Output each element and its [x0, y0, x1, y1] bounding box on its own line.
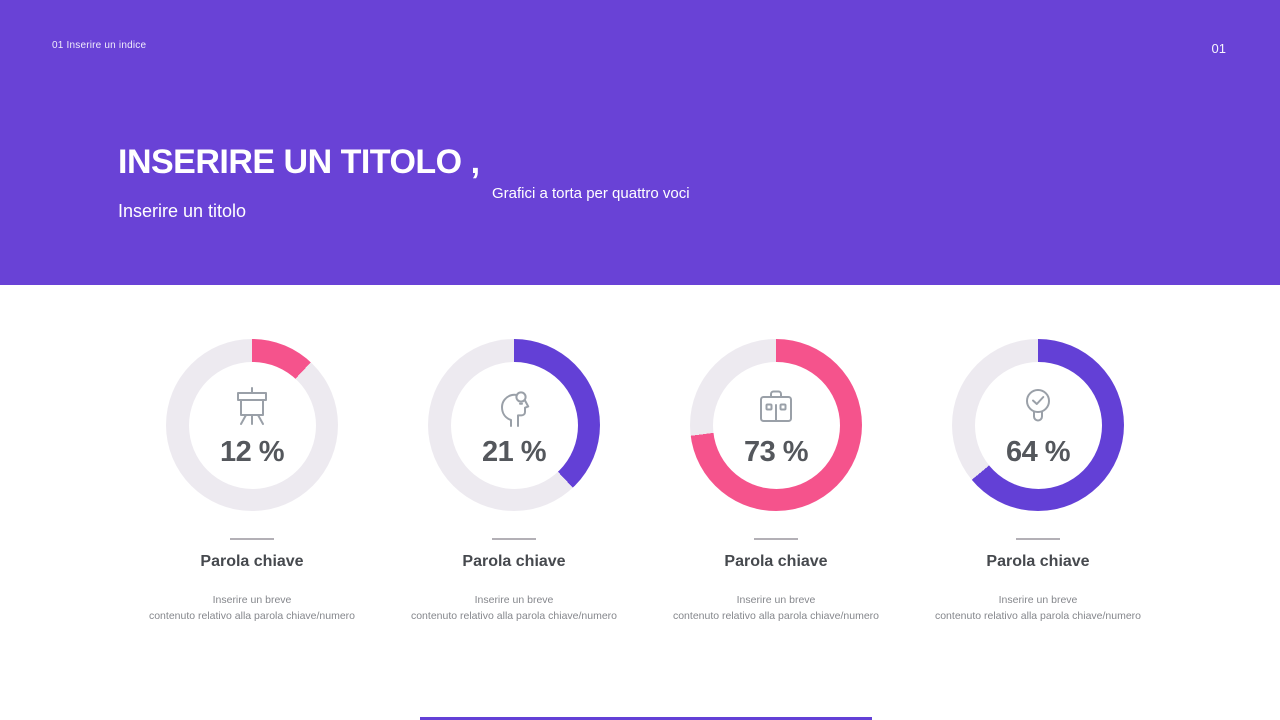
keyword-description: Inserire un breve contenuto relativo all… — [149, 592, 355, 624]
description-line-2: contenuto relativo alla parola chiave/nu… — [934, 610, 1142, 622]
slide-index-label: 01 Inserire un indice — [52, 40, 147, 51]
description-line-1: Inserire un breve — [474, 594, 554, 606]
divider — [754, 538, 798, 540]
presentation-board-icon — [228, 382, 276, 432]
donut-hole: 12 % — [188, 361, 316, 489]
donut-card: 21 % Parola chiave Inserire un breve con… — [383, 339, 645, 624]
divider — [1016, 538, 1060, 540]
description-line-2: contenuto relativo alla parola chiave/nu… — [410, 610, 618, 622]
donut-chart-1: 12 % — [166, 339, 338, 511]
percent-value: 64 % — [1005, 435, 1071, 468]
bottom-accent-bar — [420, 717, 872, 720]
briefcase-icon — [752, 382, 800, 432]
donut-hole: 21 % — [450, 361, 578, 489]
donut-chart-2: 21 % — [428, 339, 600, 511]
donut-card: 64 % Parola chiave Inserire un breve con… — [907, 339, 1169, 624]
percent-value: 73 % — [743, 435, 809, 468]
keyword-description: Inserire un breve contenuto relativo all… — [935, 592, 1141, 624]
divider — [230, 538, 274, 540]
keyword-label: Parola chiave — [986, 553, 1090, 570]
donut-card: 73 % Parola chiave Inserire un breve con… — [645, 339, 907, 624]
donut-hole: 73 % — [712, 361, 840, 489]
keyword-label: Parola chiave — [462, 553, 566, 570]
keyword-description: Inserire un breve contenuto relativo all… — [673, 592, 879, 624]
slide-title: INSERIRE UN TITOLO , — [118, 143, 480, 181]
donut-hole: 64 % — [974, 361, 1102, 489]
lightbulb-check-icon — [1014, 382, 1062, 432]
slide-header: 01 Inserire un indice 01 INSERIRE UN TIT… — [0, 0, 1280, 285]
description-line-1: Inserire un breve — [212, 594, 292, 606]
donut-card: 12 % Parola chiave Inserire un breve con… — [121, 339, 383, 624]
donut-chart-4: 64 % — [952, 339, 1124, 511]
donut-chart-3: 73 % — [690, 339, 862, 511]
description-line-1: Inserire un breve — [736, 594, 816, 606]
keyword-label: Parola chiave — [200, 553, 304, 570]
donut-card-row: 12 % Parola chiave Inserire un breve con… — [121, 339, 1169, 624]
description-line-2: contenuto relativo alla parola chiave/nu… — [148, 610, 356, 622]
keyword-description: Inserire un breve contenuto relativo all… — [411, 592, 617, 624]
description-line-1: Inserire un breve — [998, 594, 1078, 606]
slide-caption: Grafici a torta per quattro voci — [492, 185, 690, 202]
description-line-2: contenuto relativo alla parola chiave/nu… — [672, 610, 880, 622]
divider — [492, 538, 536, 540]
percent-value: 21 % — [481, 435, 547, 468]
percent-value: 12 % — [219, 435, 285, 468]
idea-head-icon — [490, 382, 538, 432]
slide-subtitle: Inserire un titolo — [118, 201, 247, 221]
slide-page-number: 01 — [1211, 41, 1226, 56]
keyword-label: Parola chiave — [724, 553, 828, 570]
